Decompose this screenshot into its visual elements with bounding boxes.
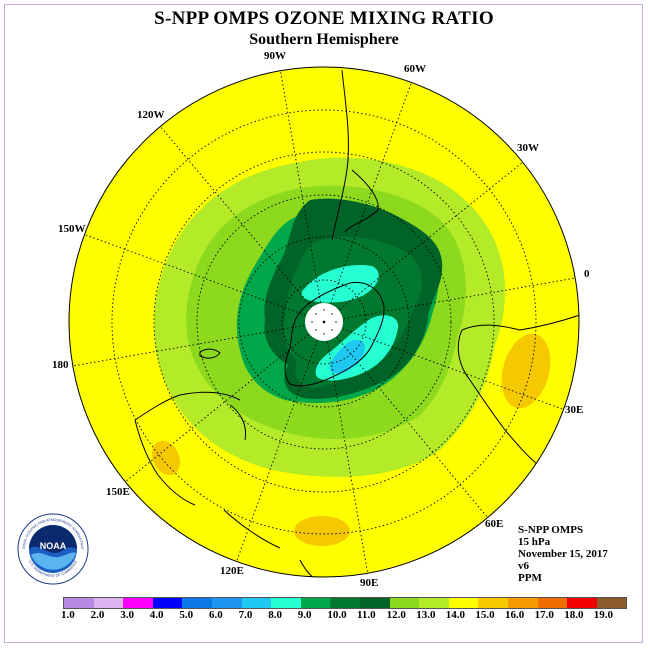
lon-label-90w: 90W [264,50,286,62]
info-instrument: S-NPP OMPS [518,524,584,536]
lon-label-60w: 60W [404,63,426,75]
lon-label-150e: 150E [106,486,130,498]
color-scale-cell [123,598,153,608]
page-subtitle: Southern Hemisphere [249,31,399,48]
color-scale-label: 6.0 [209,609,223,621]
color-scale-label: 19.0 [593,609,614,621]
color-scale-label: 13.0 [416,609,436,621]
color-scale-label: 18.0 [564,609,584,621]
color-scale-cell [211,598,242,608]
color-scale-label: 9.0 [297,609,312,621]
lon-label-150w: 150W [58,223,86,235]
lon-label-180: 180 [52,359,69,371]
info-units: PPM [518,572,542,584]
polar-gap-dots [311,309,337,335]
lon-label-30e: 30E [565,404,584,416]
contour-15ppm-north [294,516,350,546]
color-scale-label: 4.0 [149,609,164,621]
color-scale-cell [567,598,597,608]
lon-label-60e: 60E [485,518,504,530]
frame-border [4,4,643,643]
color-scale-cell [478,598,508,608]
graticule [69,67,579,576]
color-scale-cell [448,598,479,608]
color-scale-cell [271,598,301,608]
color-scale-label: 5.0 [179,609,194,621]
coastlines [134,69,579,577]
color-scale-bar [63,597,628,609]
info-date: November 15, 2017 [518,548,608,560]
color-scale-cell [537,598,568,608]
lon-label-120e: 120E [220,565,244,577]
color-scale-cell [389,598,420,608]
color-scale-label: 11.0 [357,609,376,621]
color-scale-cell [64,598,94,608]
color-scale-label: 12.0 [386,609,406,621]
color-scale-cell [419,598,449,608]
info-version: v6 [518,560,529,572]
lon-label-0: 0 [584,268,590,280]
info-block: S-NPP OMPS 15 hPa November 15, 2017 v6 P… [518,524,608,584]
color-scale-cell [596,598,627,608]
lon-label-120w: 120W [137,109,165,121]
map-edge [68,66,580,578]
color-scale-cell [330,598,360,608]
page-title: S-NPP OMPS OZONE MIXING RATIO [154,8,494,29]
color-scale-cell [93,598,124,608]
noaa-logo-text: NOAA [40,541,67,551]
color-scale-label: 10.0 [327,609,347,621]
color-scale-cell [152,598,183,608]
color-scale-label: 15.0 [475,609,495,621]
contour-8ppm-a [301,264,379,303]
color-scale-cell [182,598,212,608]
color-scale-label: 8.0 [268,609,282,621]
color-scale-label: 14.0 [445,609,466,621]
color-scale-label: 17.0 [534,609,554,621]
color-scale-cell [359,598,390,608]
color-scale-label: 7.0 [238,609,253,621]
info-level: 15 hPa [518,536,551,548]
lon-label-90e: 90E [360,577,379,589]
color-scale-cell [241,598,272,608]
contour-15ppm-west [151,440,181,476]
noaa-logo: NOAA NATIONAL OCEANIC AND ATMOSPHERIC AD… [17,513,89,585]
color-scale-label: 1.0 [61,609,75,621]
color-scale-label: 2.0 [90,609,105,621]
color-scale-cell [507,598,538,608]
contour-15ppm-east [501,333,551,409]
lon-label-30w: 30W [517,142,539,154]
color-scale-cell [300,598,331,608]
color-scale-label: 3.0 [120,609,134,621]
color-scale-label: 16.0 [505,609,525,621]
